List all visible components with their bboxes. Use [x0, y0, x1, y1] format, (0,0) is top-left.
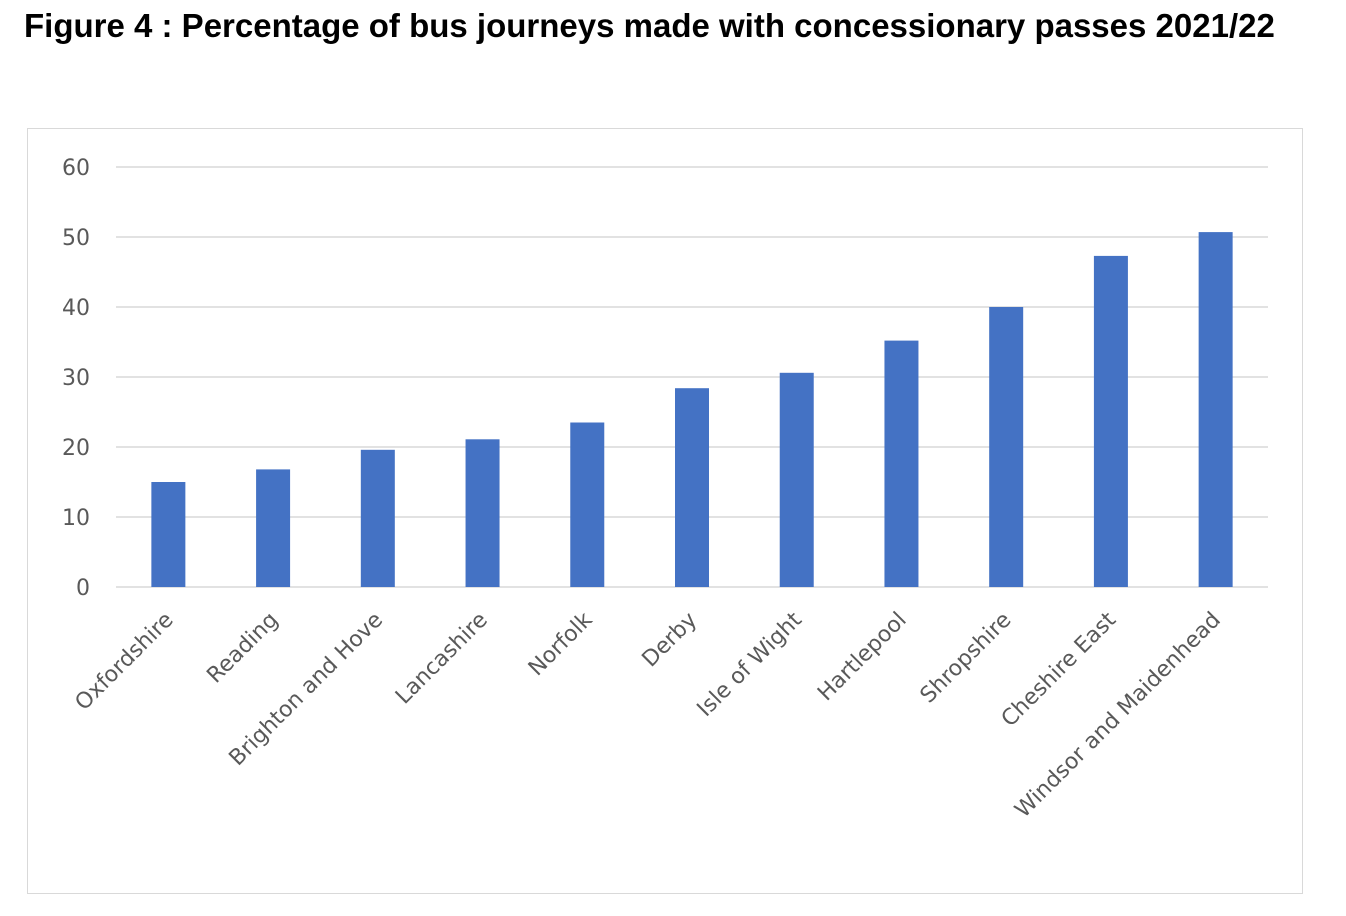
x-category-label: Lancashire [391, 608, 493, 710]
y-tick-label: 20 [62, 436, 90, 461]
y-tick-label: 50 [62, 226, 90, 251]
bars [151, 232, 1233, 587]
x-category-label: Isle of Wight [693, 607, 808, 722]
bar-isle-of-wight [779, 372, 814, 587]
bar-norfolk [570, 422, 605, 587]
y-axis-ticks: 0 10 20 30 40 50 60 [62, 156, 90, 601]
bar-shropshire [989, 307, 1024, 587]
y-tick-label: 60 [62, 156, 90, 181]
x-category-label: Reading [203, 608, 284, 689]
y-tick-label: 10 [62, 506, 90, 531]
bar-cheshire-east [1093, 255, 1128, 587]
bar-derby [675, 388, 709, 587]
x-category-label: Shropshire [916, 608, 1017, 709]
bar-oxfordshire [151, 482, 186, 587]
y-tick-label: 30 [62, 366, 90, 391]
bar-brighton-and-hove [360, 449, 395, 587]
bar-lancashire [465, 439, 500, 587]
bar-hartlepool [884, 340, 919, 587]
x-category-label: Derby [638, 608, 703, 673]
x-category-label: Windsor and Maidenhead [1011, 608, 1226, 823]
y-tick-label: 40 [62, 296, 90, 321]
x-category-label: Oxfordshire [71, 608, 179, 716]
bar-reading [256, 469, 291, 587]
x-category-label: Hartlepool [813, 608, 912, 707]
x-category-label: Norfolk [524, 607, 598, 681]
y-tick-label: 0 [76, 576, 90, 601]
chart-frame: 0 10 20 30 40 50 60 Oxfordshire Reading Brighton… [27, 128, 1303, 894]
figure-title: Figure 4 : Percentage of bus journeys ma… [24, 7, 1275, 44]
bar-windsor-and-maidenhead [1198, 232, 1233, 587]
